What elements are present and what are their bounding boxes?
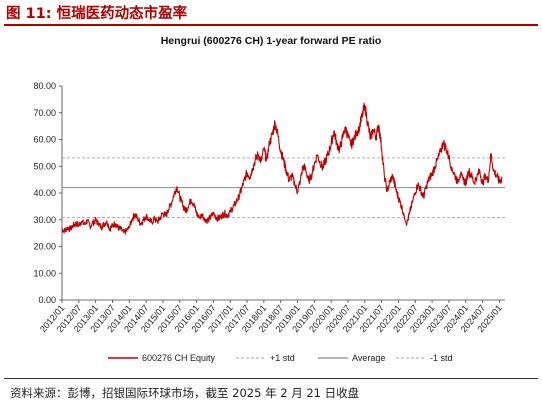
legend-item-600276: 600276 CH Equity	[108, 353, 216, 363]
y-tick-label: 80.00	[33, 81, 56, 91]
legend-item-average: Average	[318, 353, 385, 363]
y-tick-label: 10.00	[33, 268, 56, 278]
y-tick-label: 0.00	[38, 295, 56, 305]
legend-item-minus-std: -1 std	[396, 353, 453, 363]
legend-item-plus-std: +1 std	[236, 353, 295, 363]
y-tick-label: 50.00	[33, 161, 56, 171]
pe-series	[61, 102, 503, 235]
title-divider	[4, 24, 538, 26]
figure-title: 图 11: 恒瑞医药动态市盈率	[6, 6, 188, 22]
y-axis: 0.00 10.00 20.00 30.00 40.00 50.00 60.00 70.00 8…	[33, 81, 63, 305]
y-tick-label: 70.00	[33, 108, 56, 118]
legend-label: Average	[352, 353, 385, 363]
pe-ratio-chart: Hengrui (600276 CH) 1-year forward PE ra…	[33, 35, 505, 363]
legend-label: +1 std	[270, 353, 295, 363]
legend-label: 600276 CH Equity	[142, 353, 216, 363]
legend: 600276 CH Equity +1 std Average -1 std	[108, 353, 453, 363]
legend-label: -1 std	[430, 353, 453, 363]
source-divider	[4, 378, 538, 379]
series-line-600276	[61, 102, 503, 235]
y-tick-label: 60.00	[33, 135, 56, 145]
std-bands	[62, 157, 505, 219]
x-axis: 2012/012012/072013/012013/072014/012014/…	[38, 299, 505, 334]
y-tick-label: 30.00	[33, 215, 56, 225]
chart-title: Hengrui (600276 CH) 1-year forward PE ra…	[161, 35, 382, 47]
y-tick-label: 40.00	[33, 188, 56, 198]
source-note: 资料来源：彭博，招银国际环球市场，截至 2025 年 2 月 21 日收盘	[10, 386, 360, 400]
y-tick-label: 20.00	[33, 242, 56, 252]
